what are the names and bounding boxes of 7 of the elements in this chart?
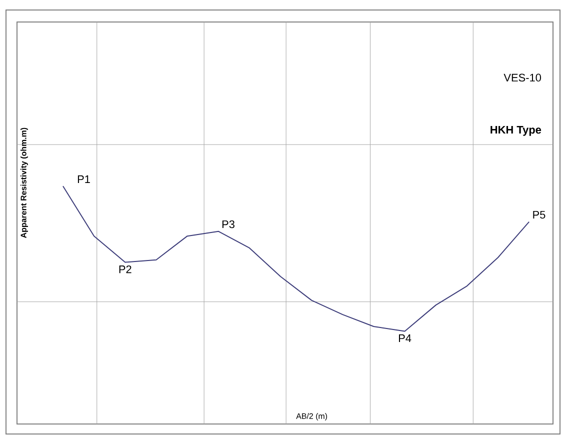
chart-subtitle: HKH Type: [490, 126, 542, 136]
annotation: P2: [119, 265, 132, 274]
annotation: P5: [533, 210, 546, 219]
text: P1: [78, 175, 90, 183]
chart-title: VES-10: [504, 74, 542, 82]
annotation: P4: [398, 334, 412, 342]
annotation: P3: [222, 220, 234, 228]
